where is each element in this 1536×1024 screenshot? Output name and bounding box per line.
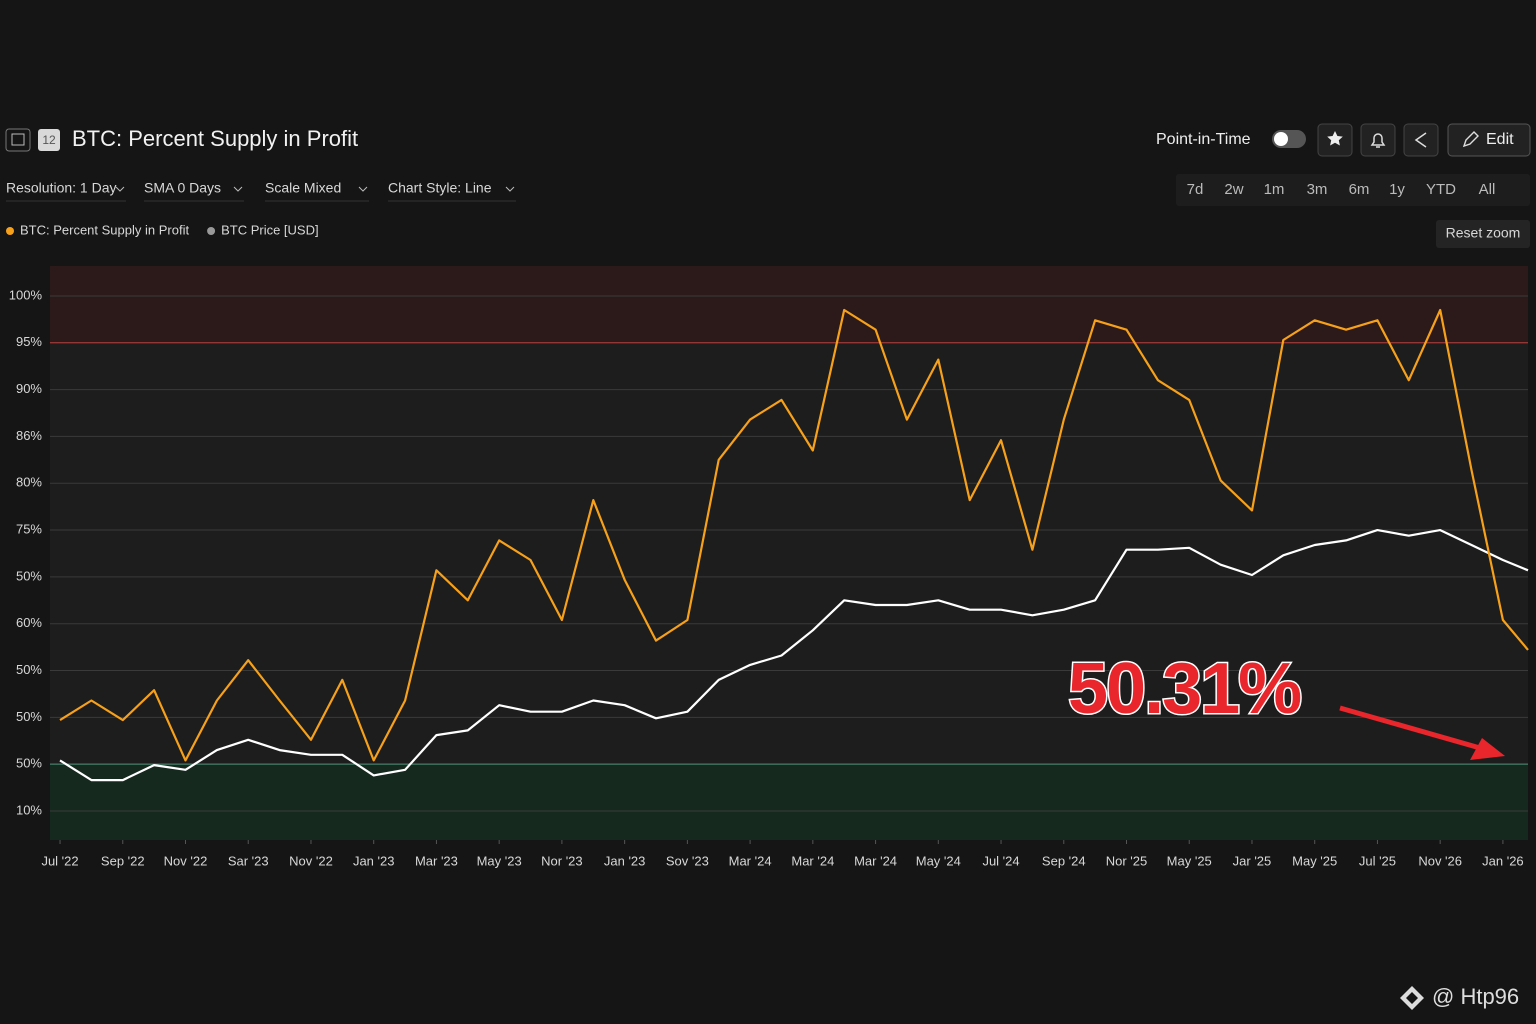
- x-tick-label: Mar '24: [729, 853, 772, 868]
- edit-label: Edit: [1486, 131, 1514, 148]
- series-line: [59, 529, 1529, 782]
- watermark: @ Htp96: [1432, 984, 1519, 1009]
- count-icon-label: 12: [42, 133, 56, 147]
- y-tick-label: 80%: [16, 475, 42, 490]
- lower-band: [50, 764, 1528, 840]
- edit-button[interactable]: [1447, 123, 1531, 157]
- x-tick-label: Sov '23: [666, 853, 709, 868]
- dropdown-caret: [358, 186, 368, 192]
- dropdown-label[interactable]: Resolution: 1 Day: [6, 180, 117, 196]
- x-tick-label: Nov '22: [289, 853, 333, 868]
- x-tick-label: Jul '24: [982, 853, 1019, 868]
- bell-icon: [1370, 133, 1386, 148]
- annotation-arrow: [1339, 705, 1481, 751]
- range-bar: [1176, 174, 1530, 206]
- y-tick-label: 50%: [16, 568, 42, 583]
- reset-label: Reset zoom: [1446, 225, 1521, 241]
- y-tick-label: 60%: [16, 615, 42, 630]
- legend-dot: [6, 227, 14, 235]
- x-tick-label: Mar '23: [415, 853, 458, 868]
- plot-area: [50, 266, 1528, 840]
- pencil-icon: [1462, 131, 1479, 148]
- range-button[interactable]: 3m: [1307, 181, 1328, 198]
- dropdown-caret: [505, 186, 515, 192]
- y-tick-label: 95%: [16, 334, 42, 349]
- watermark-logo: [1400, 986, 1424, 1010]
- panel-icon-inner: [11, 133, 25, 146]
- x-tick-label: Jan '26: [1482, 853, 1524, 868]
- annotation-arrowhead: [1470, 738, 1505, 760]
- y-tick-label: 86%: [16, 428, 42, 443]
- range-button[interactable]: YTD: [1426, 181, 1456, 198]
- share-icon: [1414, 132, 1427, 148]
- x-tick-label: Jan '23: [353, 853, 395, 868]
- x-tick-label: Sep '24: [1042, 853, 1086, 868]
- share-button[interactable]: [1403, 123, 1439, 157]
- x-tick-label: May '24: [916, 853, 961, 868]
- toggle-knob: [1274, 132, 1288, 146]
- y-tick-label: 50%: [16, 662, 42, 677]
- dropdown-label[interactable]: SMA 0 Days: [144, 180, 221, 196]
- x-tick-label: Mar '24: [854, 853, 897, 868]
- x-tick-label: May '25: [1167, 853, 1212, 868]
- point-in-time-label: Point-in-Time: [1156, 131, 1251, 148]
- dropdown-caret: [115, 186, 125, 192]
- series-line: [59, 308, 1529, 762]
- dropdown-label[interactable]: Chart Style: Line: [388, 180, 492, 196]
- x-tick-label: Nor '23: [541, 853, 583, 868]
- y-tick-label: 10%: [16, 802, 42, 817]
- range-button[interactable]: 2w: [1224, 181, 1243, 198]
- title: BTC: Percent Supply in Profit: [72, 126, 358, 151]
- y-tick-label: 100%: [9, 287, 43, 302]
- x-tick-label: Sep '22: [101, 853, 145, 868]
- y-tick-label: 50%: [16, 709, 42, 724]
- x-tick-label: Nov '26: [1418, 853, 1462, 868]
- x-tick-label: Jul '22: [41, 853, 78, 868]
- upper-band: [50, 266, 1528, 343]
- x-tick-label: Jul '25: [1359, 853, 1396, 868]
- y-tick-label: 50%: [16, 756, 42, 771]
- x-tick-label: Sar '23: [228, 853, 269, 868]
- x-tick-label: Jan '23: [604, 853, 646, 868]
- x-tick-label: Nor '25: [1106, 853, 1148, 868]
- legend-dot: [207, 227, 216, 235]
- x-tick-label: Mar '24: [791, 853, 834, 868]
- range-button[interactable]: 1m: [1264, 181, 1285, 198]
- x-tick-label: Jar '25: [1233, 853, 1272, 868]
- range-button[interactable]: 7d: [1187, 181, 1204, 198]
- range-button[interactable]: All: [1479, 181, 1496, 198]
- dropdown-label[interactable]: Scale Mixed: [265, 180, 341, 196]
- count-icon: [38, 129, 60, 151]
- x-tick-label: Nov '22: [164, 853, 208, 868]
- legend-label[interactable]: BTC Price [USD]: [221, 222, 319, 237]
- star-icon: [1327, 131, 1343, 146]
- y-tick-label: 75%: [16, 521, 42, 536]
- x-tick-label: May '23: [477, 853, 522, 868]
- alert-button[interactable]: [1360, 123, 1396, 157]
- annotation: 50.31%: [1068, 649, 1301, 729]
- reset-button[interactable]: [1436, 220, 1530, 248]
- legend-label[interactable]: BTC: Percent Supply in Profit: [20, 222, 189, 237]
- y-tick-label: 90%: [16, 381, 42, 396]
- x-tick-label: May '25: [1292, 853, 1337, 868]
- range-button[interactable]: 1y: [1389, 181, 1405, 198]
- dropdown-caret: [233, 186, 243, 192]
- range-button[interactable]: 6m: [1349, 181, 1370, 198]
- panel-icon[interactable]: [5, 128, 31, 152]
